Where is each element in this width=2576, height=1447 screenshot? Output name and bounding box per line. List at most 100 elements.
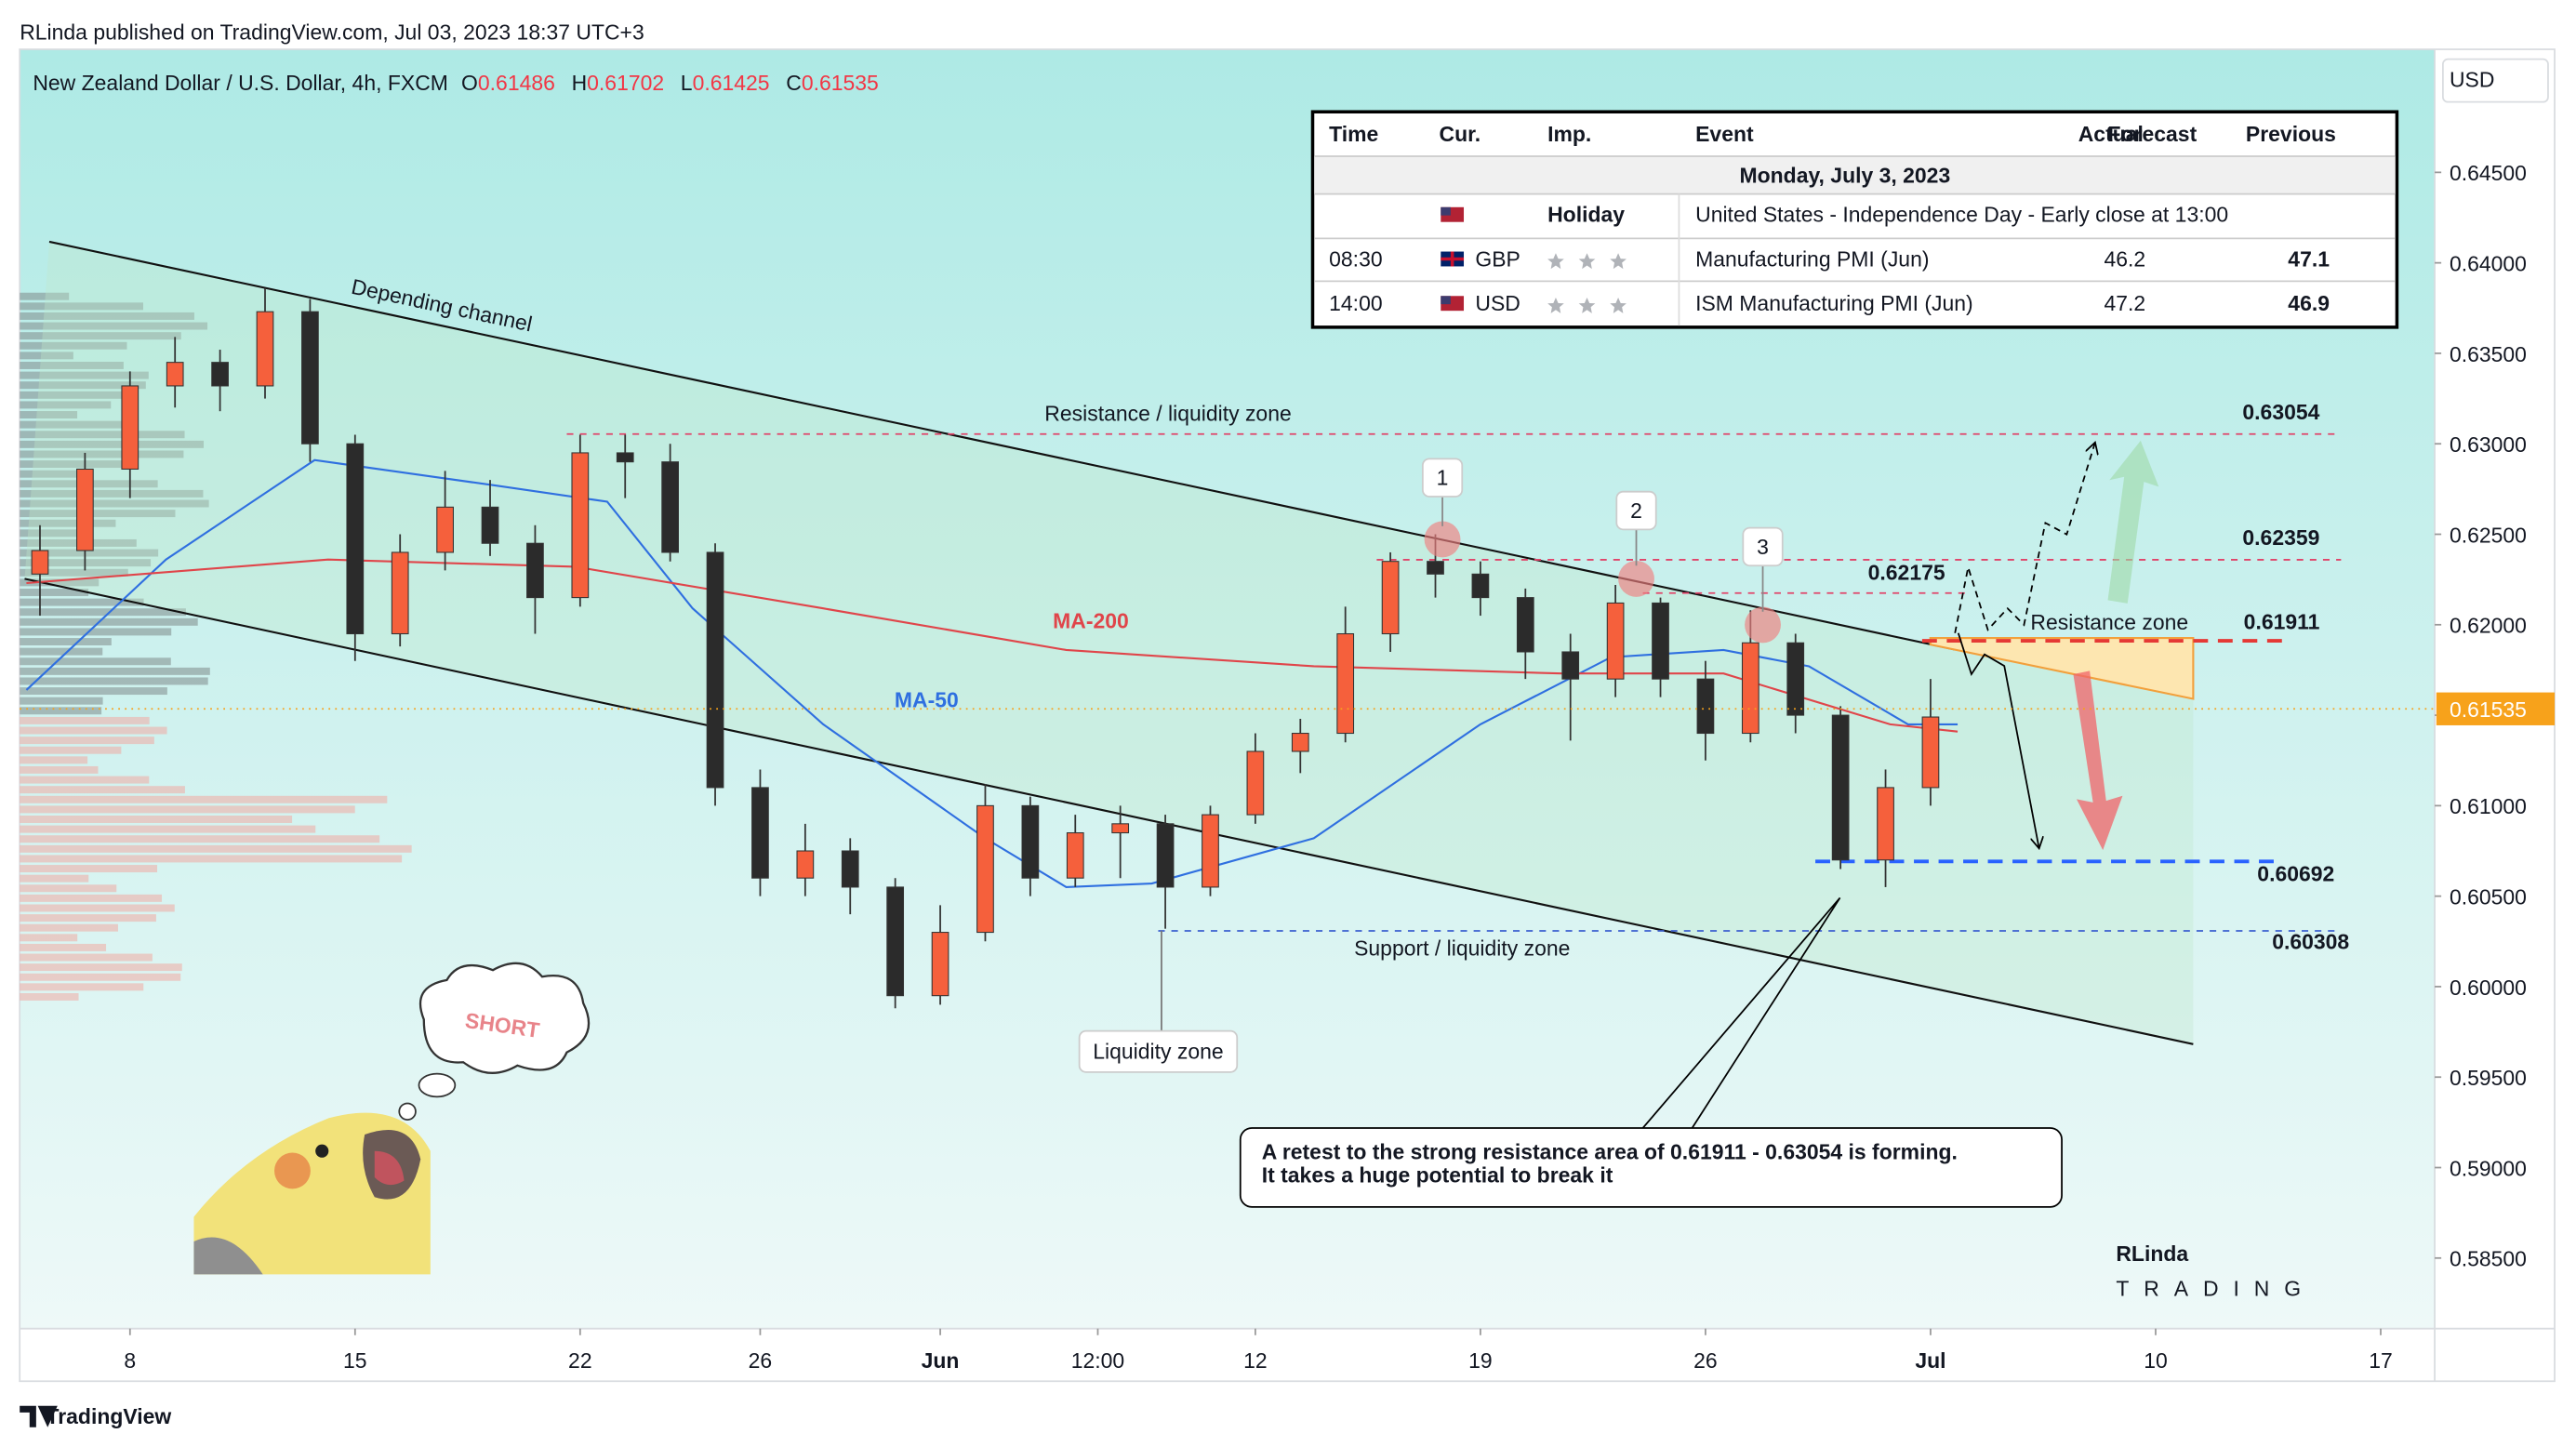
profile-bar <box>20 805 355 814</box>
plot <box>25 287 2342 1009</box>
ohlc-value: 0.61486 <box>478 71 555 95</box>
touch-marker <box>1745 606 1781 644</box>
callout-line: A retest to the strong resistance area o… <box>1262 1140 1958 1164</box>
candle-body <box>751 787 769 879</box>
x-tick-label: 22 <box>568 1348 592 1373</box>
calendar-date: Monday, July 3, 2023 <box>1740 163 1951 187</box>
calendar-cell: United States - Independence Day - Early… <box>1695 203 2228 227</box>
marker-label: 1 <box>1437 466 1449 490</box>
channel-lower <box>24 577 2194 1045</box>
currency-label: USD <box>2450 68 2494 92</box>
y-tick-label: 0.63000 <box>2450 432 2527 457</box>
callout-line: It takes a huge potential to break it <box>1262 1162 1613 1187</box>
touch-markers: 1 2 3 <box>1421 458 1784 644</box>
candle-body <box>1246 750 1265 816</box>
projections <box>1954 440 2159 851</box>
profile-bar <box>20 332 181 340</box>
callout-tail <box>1641 896 1841 1129</box>
profile-bar <box>20 835 380 843</box>
profile-bar <box>20 578 100 587</box>
candle-body <box>1291 733 1309 752</box>
candle-body <box>1427 561 1444 575</box>
level-label: 0.60692 <box>2257 862 2334 886</box>
profile-bar <box>20 923 118 932</box>
thought-bubble: SHORT <box>398 962 591 1122</box>
symbol-line: New Zealand Dollar / U.S. Dollar, 4h, FX… <box>33 71 878 95</box>
candle-body <box>706 551 724 789</box>
profile-bar <box>20 460 128 469</box>
x-tick-label: 26 <box>749 1348 773 1373</box>
x-tick-label: 26 <box>1693 1348 1718 1373</box>
profile-bar <box>20 391 139 399</box>
profile-bar <box>20 341 127 350</box>
liquidity-label: Liquidity zone <box>1093 1040 1223 1064</box>
bird-illustration <box>193 1112 431 1275</box>
publish-info: RLinda published on TradingView.com, Jul… <box>20 20 644 44</box>
profile-bar <box>20 489 204 498</box>
candle-body <box>211 362 229 387</box>
profile-bar <box>20 617 198 626</box>
volume-profile <box>20 292 412 1001</box>
candle-body <box>1786 642 1805 716</box>
profile-bar <box>20 865 158 873</box>
resistance-label: Resistance / liquidity zone <box>1044 402 1291 426</box>
profile-bar <box>20 765 99 774</box>
candle-body <box>31 550 49 575</box>
up-arrow <box>2107 440 2159 604</box>
profile-bar <box>20 589 89 596</box>
ohlc-key: L <box>681 71 693 95</box>
calendar-cell: Holiday <box>1547 203 1625 227</box>
profile-bar <box>20 371 149 379</box>
x-tick-label: 19 <box>1468 1348 1493 1373</box>
profile-bar <box>20 647 103 656</box>
bird-cheek <box>274 1152 311 1189</box>
flag-us-canton <box>1441 206 1451 216</box>
candle-body <box>1831 714 1850 861</box>
profile-bar <box>20 884 117 893</box>
profile-bar <box>20 302 143 311</box>
candle-body <box>166 362 184 387</box>
profile-bar <box>20 549 159 557</box>
y-tick-label: 0.64000 <box>2450 251 2527 275</box>
currency-box <box>2442 58 2549 103</box>
y-tick-label: 0.61000 <box>2450 794 2527 818</box>
profile-bar <box>20 450 184 458</box>
profile-bar <box>20 292 70 300</box>
profile-bar <box>20 499 209 508</box>
candle-body <box>1741 642 1759 735</box>
ohlc-value: 0.61535 <box>802 71 879 95</box>
profile-bar <box>20 746 122 754</box>
last-price-box <box>2436 692 2556 725</box>
profile-bar <box>20 667 210 675</box>
profile-bar <box>20 825 316 833</box>
calendar-header: Cur. <box>1440 122 1481 146</box>
profile-bar <box>20 934 78 942</box>
candle-body <box>1381 561 1400 635</box>
level-label: 0.61911 <box>2244 610 2320 634</box>
profile-bar <box>20 914 156 923</box>
down-arrow <box>2073 670 2123 851</box>
profile-bar <box>20 737 154 745</box>
candle-body <box>661 461 679 553</box>
profile-bar <box>20 431 185 439</box>
profile-bar <box>20 628 172 636</box>
liquidity-box <box>1078 1029 1239 1073</box>
x-tick-label: Jul <box>1915 1348 1945 1373</box>
profile-bar <box>20 312 194 320</box>
calendar-cell: 47.2 <box>2104 291 2145 315</box>
profile-bar <box>20 657 171 666</box>
candle-body <box>1202 814 1219 888</box>
callout-box <box>1239 1127 2063 1208</box>
economic-calendar <box>1310 110 2399 329</box>
touch-marker <box>1424 521 1461 558</box>
flag-us-canton <box>1441 296 1451 305</box>
profile-bar <box>20 677 208 685</box>
level-label: 0.60308 <box>2272 929 2349 953</box>
bearish-path <box>1957 632 2039 847</box>
calendar-cell: 14:00 <box>1329 291 1382 315</box>
bullish-path <box>1954 444 2094 633</box>
profile-bar <box>20 992 79 1001</box>
candle-body <box>121 385 139 470</box>
profile-bar <box>20 795 388 803</box>
y-tick-label: 0.64500 <box>2450 161 2527 185</box>
